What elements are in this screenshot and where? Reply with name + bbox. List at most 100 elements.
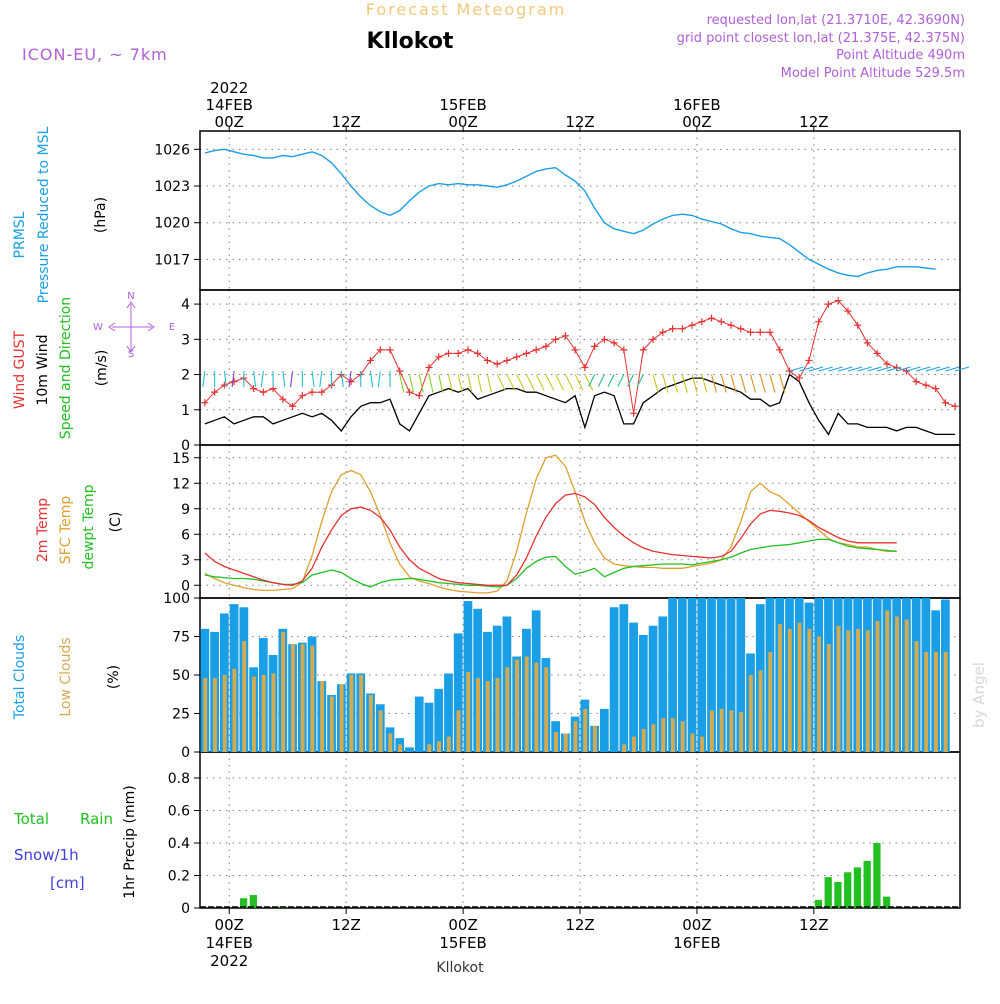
low-cloud-bar — [583, 708, 588, 752]
wind-direction-arrow — [535, 374, 545, 391]
low-cloud-bar — [778, 624, 783, 752]
y-tick-label: 2 — [181, 368, 190, 384]
gust-marker — [756, 328, 764, 336]
low-cloud-bar — [544, 667, 549, 752]
low-cloud-bar — [281, 631, 286, 752]
low-cloud-bar — [651, 724, 656, 752]
gust-marker — [503, 356, 511, 364]
low-cloud-bar — [329, 696, 334, 752]
model-altitude: Model Point Altitude 529.5m — [781, 66, 965, 81]
low-cloud-bar — [427, 744, 432, 752]
gust-marker — [649, 335, 657, 343]
gust-marker — [279, 395, 287, 403]
y-tick-label: 0 — [181, 901, 190, 917]
footer-location: Kllokot — [436, 960, 484, 976]
wind-direction-arrow — [740, 374, 747, 393]
y-tick-label: 4 — [181, 297, 190, 313]
y-tick-label: 3 — [181, 332, 190, 348]
wind-direction-arrow — [260, 370, 264, 388]
gust-marker — [542, 342, 550, 350]
low-cloud-bar — [924, 651, 929, 752]
gust-marker — [834, 297, 842, 305]
y-tick-label: 6 — [181, 527, 190, 543]
low-cloud-bar — [817, 636, 822, 752]
total-cloud-bar — [726, 598, 736, 752]
wind-direction-arrow — [828, 366, 843, 372]
wind-direction-arrow — [838, 366, 853, 372]
gust-marker — [454, 349, 462, 357]
x-tick-label-bottom: 00Z — [215, 916, 244, 934]
y-tick-label: 1017 — [154, 252, 190, 268]
wind-direction-arrow — [377, 370, 381, 388]
wind-direction-arrow — [428, 374, 434, 393]
low-cloud-bar — [865, 630, 870, 752]
gust-marker — [883, 360, 891, 368]
y-tick-label: 3 — [181, 553, 190, 569]
wind-direction-arrow — [253, 370, 257, 388]
gust-marker — [932, 385, 940, 393]
total-cloud-bar — [599, 708, 609, 752]
wind-direction-arrow — [867, 366, 882, 372]
low-cloud-bar — [398, 744, 403, 752]
wind-direction-arrow — [749, 374, 757, 393]
y-tick-label: 15 — [172, 451, 190, 467]
low-cloud-bar — [290, 644, 295, 752]
low-cloud-bar — [631, 736, 636, 752]
total-cloud-bar — [424, 702, 434, 752]
gust-marker — [737, 325, 745, 333]
gust-marker — [552, 335, 560, 343]
low-cloud-bar — [748, 675, 753, 752]
gust-marker — [717, 318, 725, 326]
y-tick-label: 0 — [181, 745, 190, 761]
low-cloud-bar — [622, 744, 627, 752]
low-cloud-bar — [700, 736, 705, 752]
wind-direction-arrow — [627, 374, 635, 387]
wind-direction-arrow — [496, 374, 506, 391]
low-cloud-bar — [573, 721, 578, 752]
x-date-label-top: 16FEB — [673, 96, 720, 114]
y-tick-label: 0.6 — [168, 804, 190, 820]
gust-marker — [259, 388, 267, 396]
wind-direction-arrow — [467, 374, 473, 393]
total-cloud-bar — [638, 634, 648, 752]
wind-direction-arrow — [818, 366, 833, 372]
gust-marker — [474, 349, 482, 357]
wind-direction-arrow — [607, 374, 615, 387]
wind-direction-arrow — [701, 374, 708, 393]
precip-label-cm: [cm] — [50, 874, 85, 892]
wind-direction-arrow — [588, 374, 596, 387]
low-cloud-bar — [709, 710, 714, 752]
total-cloud-bar — [434, 688, 444, 752]
low-cloud-bar — [446, 736, 451, 752]
gust-marker — [493, 360, 501, 368]
gust-marker — [863, 339, 871, 347]
x-tick-label-top: 12Z — [565, 113, 594, 131]
low-cloud-bar — [505, 667, 510, 752]
precip-unit: 1hr Precip (mm) — [122, 785, 138, 898]
low-cloud-bar — [456, 710, 461, 752]
x-date-label-bottom: 16FEB — [673, 934, 720, 952]
gust-marker — [815, 318, 823, 326]
model-label: ICON-EU, ~ 7km — [22, 45, 168, 64]
low-cloud-bar — [787, 628, 792, 752]
wind-direction-arrow — [789, 366, 804, 372]
y-tick-label: 0.2 — [168, 869, 190, 885]
wind-direction-arrow — [477, 374, 483, 393]
wind-direction-arrow — [652, 374, 659, 393]
point-altitude: Point Altitude 490m — [836, 48, 965, 63]
total-cloud-bar — [658, 616, 668, 752]
gust-marker — [367, 356, 375, 364]
wind-direction-arrow — [223, 370, 227, 388]
gust-marker — [795, 374, 803, 382]
gust-marker — [483, 356, 491, 364]
forecast-title: Forecast Meteogram — [366, 0, 566, 19]
plot-area: 1017102010231026012340369121502550751000… — [154, 79, 970, 970]
wind-speed-line — [204, 373, 956, 436]
low-cloud-bar — [661, 718, 666, 752]
compass-rose: N W E S — [93, 291, 175, 360]
low-cloud-bar — [875, 621, 880, 752]
wind-direction-arrow — [906, 366, 921, 372]
temp-2m-line — [204, 492, 897, 586]
gust-marker — [747, 328, 755, 336]
y-tick-label: 100 — [163, 591, 190, 607]
